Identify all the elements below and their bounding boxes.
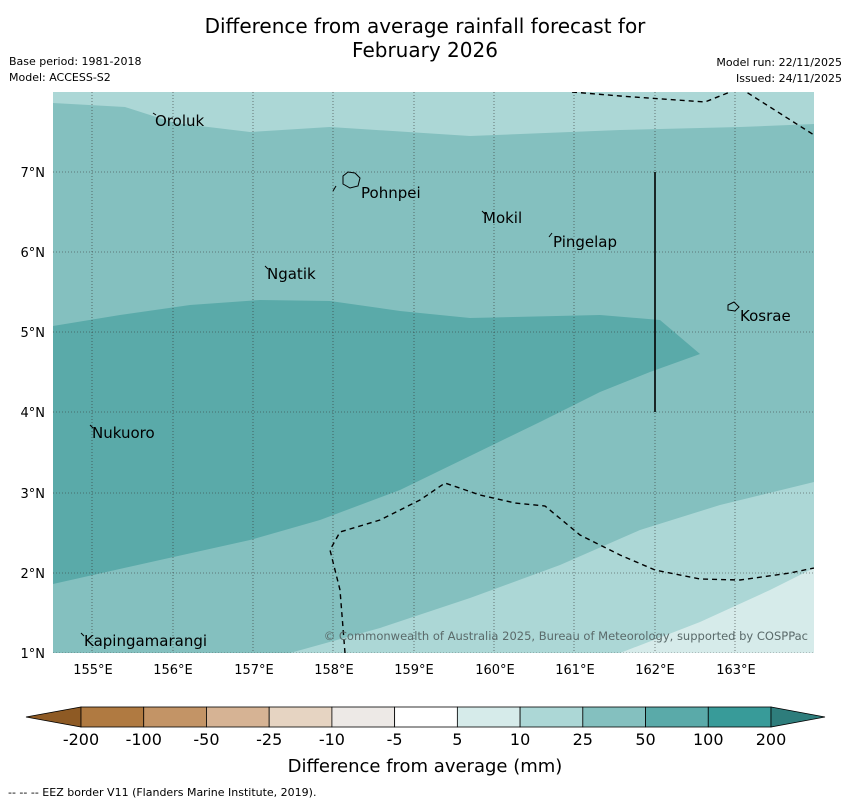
base-period: Base period: 1981-2018 [9,55,142,68]
place-oroluk: Oroluk [155,112,204,130]
pohnpei-reef-mark [332,185,337,192]
colorbar-segment [519,706,584,728]
colorbar-tick-label: -200 [63,730,99,749]
model-run-date: Model run: 22/11/2025 [716,56,842,69]
eez-borders [329,92,814,653]
lat-label-7n: 7°N [21,166,46,181]
band-10-25-north [53,92,814,136]
pohnpei-island-shape [342,171,361,189]
lat-label-4n: 4°N [21,406,46,421]
title-line-1: Difference from average rainfall forecas… [204,14,646,38]
colorbar-tick-label: -100 [126,730,162,749]
lon-label-158e: 158°E [314,663,354,678]
lon-label-155e: 155°E [73,663,113,678]
colorbar-tick-label: -25 [256,730,282,749]
eez-footnote: -- -- -- EEZ border V11 (Flanders Marine… [8,786,317,799]
colorbar-extend-high [770,706,826,728]
colorbar-segment [707,706,772,728]
band-5-10 [620,568,814,653]
colorbar-tick-label: -5 [387,730,403,749]
place-kosrae: Kosrae [740,307,791,325]
title-line-2: February 2026 [352,38,498,62]
lat-label-5n: 5°N [21,326,46,341]
colorbar-tick-label: 25 [573,730,593,749]
colorbar-segment [394,706,458,728]
place-pohnpei: Pohnpei [361,184,421,202]
colorbar-segment [645,706,709,728]
colorbar-label: Difference from average (mm) [288,756,563,777]
place-pingelap: Pingelap [553,233,617,251]
map-field: Oroluk Pohnpei Mokil Pingelap Ngatik Kos… [53,92,814,653]
place-nukuoro: Nukuoro [92,424,155,442]
lat-label-6n: 6°N [21,246,46,261]
place-kapingamarangi: Kapingamarangi [84,632,207,650]
place-ngatik: Ngatik [267,265,316,283]
model-name: Model: ACCESS-S2 [9,71,111,84]
issued-date: Issued: 24/11/2025 [735,72,842,85]
colorbar-segment [143,706,207,728]
colorbar-segment [331,706,396,728]
colorbar-tick-label: -10 [319,730,345,749]
lon-label-160e: 160°E [475,663,515,678]
colorbar-segment [206,706,270,728]
lat-label-3n: 3°N [21,487,46,502]
colorbar-segment [80,706,145,728]
colorbar-tick-label: 10 [510,730,530,749]
colorbar-segment [456,706,521,728]
lon-label-156e: 156°E [153,663,193,678]
colorbar-segment [582,706,646,728]
colorbar: -200 -100 -50 -25 -10 -5 5 10 25 50 100 200 [25,706,826,749]
colorbar-tick-label: 100 [693,730,724,749]
lon-label-159e: 159°E [394,663,434,678]
lon-label-163e: 163°E [716,663,756,678]
lon-label-161e: 161°E [555,663,595,678]
gridlines [53,92,814,653]
colorbar-tick-label: -50 [193,730,219,749]
atoll-markers [80,112,553,637]
lat-label-1n: 1°N [21,647,46,662]
band-10-25-south [290,482,814,653]
lat-label-2n: 2°N [21,567,46,582]
colorbar-extend-low [25,706,82,728]
copyright-text: © Commonwealth of Australia 2025, Bureau… [324,629,808,643]
colorbar-tick-label: 5 [452,730,462,749]
place-mokil: Mokil [483,209,522,227]
lon-label-157e: 157°E [234,663,274,678]
colorbar-tick-label: 200 [756,730,787,749]
colorbar-segment [268,706,333,728]
lon-label-162e: 162°E [635,663,675,678]
band-50-100 [53,300,700,584]
kosrae-island-shape [727,301,740,312]
colorbar-tick-label: 50 [635,730,655,749]
